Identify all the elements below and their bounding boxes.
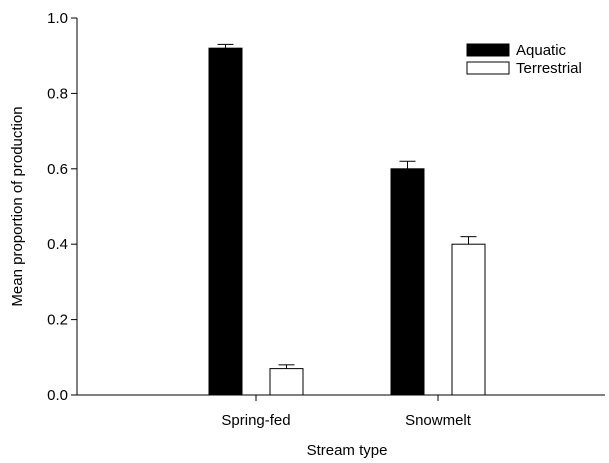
y-tick-label: 0.4 (47, 236, 68, 253)
bar-aquatic-snowmelt (390, 168, 425, 396)
x-tick-label: Spring-fed (221, 412, 290, 429)
error-bars (217, 43, 477, 369)
legend-label-aquatic: Aquatic (516, 42, 567, 59)
y-tick-label: 0.2 (47, 312, 68, 329)
y-tick-label: 0.8 (47, 85, 68, 102)
plot-frame (76, 18, 605, 396)
legend-swatch-aquatic (466, 43, 510, 57)
y-axis: 0.0 0.2 0.4 0.6 0.8 1.0 (47, 10, 77, 404)
bar-terrestrial-spring-fed (269, 368, 304, 396)
bars (208, 47, 486, 396)
x-axis: Spring-fed Snowmelt (221, 395, 472, 429)
y-tick-label: 1.0 (47, 10, 68, 27)
legend-swatch-terrestrial (466, 61, 510, 75)
bar-terrestrial-snowmelt (451, 243, 486, 396)
y-tick-label: 0.6 (47, 161, 68, 178)
legend-label-terrestrial: Terrestrial (516, 60, 582, 77)
x-tick-label: Snowmelt (405, 412, 472, 429)
y-axis-label: Mean proportion of production (9, 106, 26, 306)
y-tick-label: 0.0 (47, 387, 68, 404)
bar-aquatic-spring-fed (208, 47, 243, 396)
x-axis-label: Stream type (307, 442, 388, 459)
